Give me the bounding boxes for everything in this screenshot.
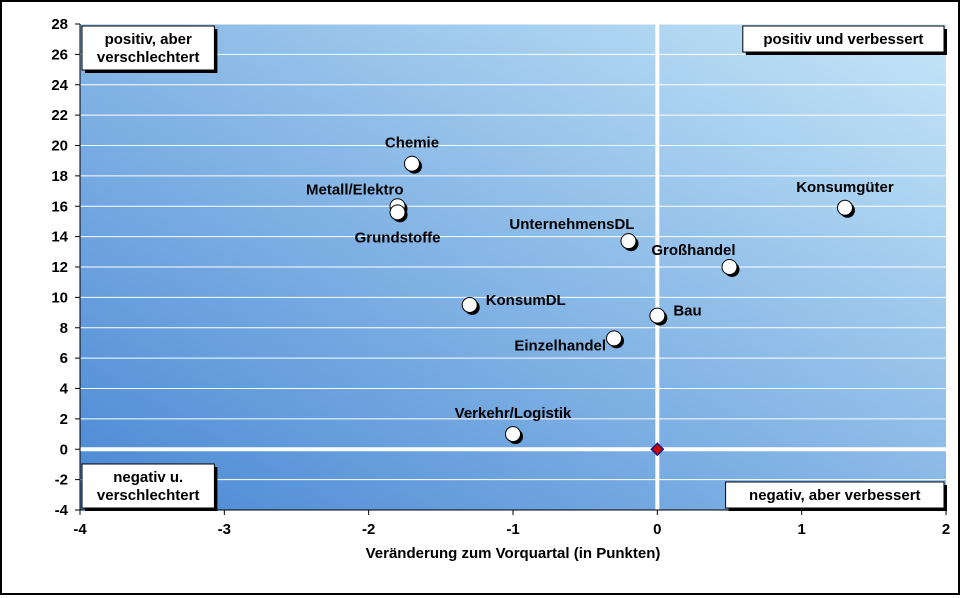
quadrant-label-text: verschlechtert (97, 487, 200, 504)
x-axis-ticks: -4 -3 -2 -1 0 1 2 (73, 510, 950, 538)
point-marker (649, 307, 666, 324)
point-marker (389, 204, 406, 221)
quadrant-label-bottom-right: negativ, aber verbessert (725, 481, 947, 511)
data-point (606, 330, 625, 349)
point-label: Großhandel (651, 242, 735, 259)
quadrant-label-bottom-left: negativ u.verschlechtert (81, 463, 218, 511)
x-tick-label: -4 (73, 521, 87, 538)
data-point (836, 199, 855, 218)
x-tick-label: 2 (942, 521, 950, 538)
point-label: Konsumgüter (796, 179, 894, 196)
x-tick-label: 0 (653, 521, 661, 538)
point-marker (721, 259, 738, 275)
quadrant-label-text: negativ, aber verbessert (749, 487, 920, 504)
point-marker (606, 330, 623, 347)
x-tick-label: -2 (362, 521, 375, 538)
point-label: Grundstoffe (355, 229, 441, 246)
y-tick-label: 20 (51, 138, 68, 155)
point-marker (620, 233, 637, 250)
y-tick-label: 14 (51, 229, 68, 246)
gridlines (80, 23, 946, 511)
point-marker (505, 426, 521, 443)
y-tick-label: 2 (60, 411, 68, 428)
point-label: Verkehr/Logistik (455, 405, 572, 422)
y-tick-label: 18 (51, 168, 68, 185)
origin-marker (650, 442, 665, 457)
y-tick-label: 0 (60, 441, 68, 458)
point-label: Metall/Elektro (306, 181, 404, 198)
quadrant-label-text: positiv, aber (105, 31, 192, 48)
data-point (620, 233, 639, 252)
y-tick-label: -2 (55, 472, 68, 489)
data-point (649, 307, 668, 326)
label-box (81, 25, 215, 71)
x-axis-label: Veränderung zum Vorquartal (in Punkten) (366, 545, 661, 562)
y-tick-label: 22 (51, 107, 68, 124)
y-tick-label: 26 (51, 46, 68, 63)
data-point (389, 204, 408, 223)
x-tick-label: -1 (506, 521, 519, 538)
point-marker (836, 199, 853, 216)
y-tick-label: 16 (51, 198, 68, 215)
data-point (721, 259, 740, 277)
y-tick-label: 28 (51, 16, 68, 33)
label-box (81, 463, 215, 509)
point-marker (461, 296, 478, 313)
point-label: Einzelhandel (514, 337, 606, 354)
y-tick-label: 4 (60, 381, 69, 398)
quadrant-label-top-right: positiv und verbessert (742, 25, 947, 55)
point-labels: Chemie Metall/Elektro Grundstoffe Unternehm… (306, 135, 894, 422)
point-label: KonsumDL (486, 292, 566, 309)
point-label: Bau (673, 303, 701, 320)
y-tick-label: 6 (60, 350, 68, 367)
point-label: Chemie (385, 135, 439, 152)
data-point (505, 426, 523, 445)
y-tick-label: 24 (51, 77, 68, 94)
quadrant-label-text: positiv und verbessert (763, 31, 923, 48)
data-point (403, 155, 422, 174)
y-tick-label: 10 (51, 289, 68, 306)
point-label: UnternehmensDL (509, 216, 634, 233)
data-points (389, 155, 855, 457)
x-tick-label: 1 (797, 521, 805, 538)
y-tick-label: -4 (55, 502, 69, 519)
point-marker (403, 155, 420, 172)
y-tick-label: 8 (60, 320, 68, 337)
data-point (461, 296, 480, 315)
y-tick-label: 12 (51, 259, 68, 276)
x-tick-label: -3 (218, 521, 231, 538)
label-box (742, 25, 945, 53)
quadrant-label-text: verschlechtert (97, 49, 200, 66)
quadrant-label-text: negativ u. (113, 469, 183, 486)
label-box (725, 481, 945, 509)
